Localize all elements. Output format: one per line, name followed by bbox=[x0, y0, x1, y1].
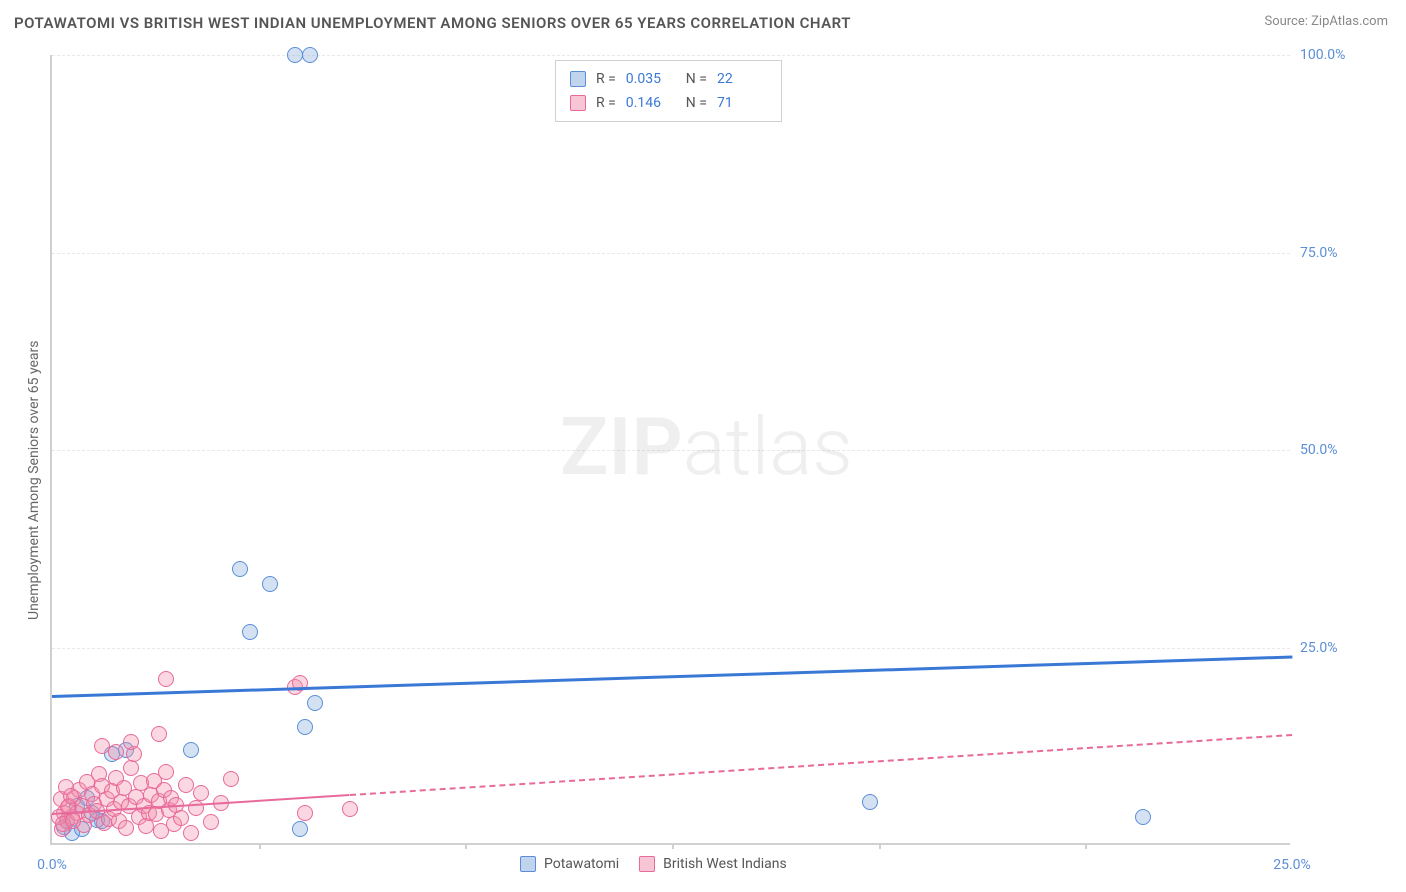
scatter-point bbox=[862, 794, 878, 810]
scatter-point bbox=[63, 788, 79, 804]
legend-swatch bbox=[570, 71, 586, 87]
stats-row: R = 0.035 N = 22 bbox=[570, 67, 767, 91]
scatter-point bbox=[188, 800, 204, 816]
gridline-h bbox=[52, 55, 1290, 56]
scatter-point bbox=[173, 810, 189, 826]
legend-label: British West Indians bbox=[663, 856, 787, 872]
x-minor-tick bbox=[879, 843, 881, 849]
legend-item: Potawatomi bbox=[520, 856, 619, 872]
trend-line bbox=[52, 655, 1292, 697]
scatter-point bbox=[203, 814, 219, 830]
scatter-point bbox=[94, 738, 110, 754]
source-label: Source: ZipAtlas.com bbox=[1264, 14, 1388, 29]
legend-label: Potawatomi bbox=[544, 856, 619, 872]
scatter-point bbox=[65, 813, 81, 829]
stats-legend: R = 0.035 N = 22 R = 0.146 N = 71 bbox=[555, 60, 782, 122]
gridline-h bbox=[52, 450, 1290, 451]
scatter-point bbox=[307, 695, 323, 711]
gridline-h bbox=[52, 648, 1290, 649]
x-tick-label: 0.0% bbox=[37, 857, 67, 873]
scatter-point bbox=[151, 726, 167, 742]
scatter-point bbox=[262, 576, 278, 592]
n-label: N = bbox=[686, 91, 707, 115]
legend-swatch bbox=[520, 856, 536, 872]
r-value: 0.035 bbox=[626, 67, 676, 91]
y-tick-label: 50.0% bbox=[1300, 442, 1355, 458]
scatter-point bbox=[297, 805, 313, 821]
plot-area: 25.0%50.0%75.0%100.0%0.0%25.0% bbox=[50, 55, 1290, 845]
legend-item: British West Indians bbox=[639, 856, 787, 872]
x-minor-tick bbox=[465, 843, 467, 849]
r-label: R = bbox=[596, 91, 616, 115]
scatter-point bbox=[342, 801, 358, 817]
scatter-point bbox=[287, 47, 303, 63]
legend-swatch bbox=[639, 856, 655, 872]
scatter-point bbox=[302, 47, 318, 63]
y-tick-label: 75.0% bbox=[1300, 245, 1355, 261]
scatter-point bbox=[242, 624, 258, 640]
x-minor-tick bbox=[1085, 843, 1087, 849]
scatter-point bbox=[193, 785, 209, 801]
scatter-point bbox=[123, 734, 139, 750]
stats-row: R = 0.146 N = 71 bbox=[570, 91, 767, 115]
scatter-point bbox=[232, 561, 248, 577]
chart-title: POTAWATOMI VS BRITISH WEST INDIAN UNEMPL… bbox=[14, 14, 851, 32]
y-tick-label: 25.0% bbox=[1300, 640, 1355, 656]
scatter-point bbox=[158, 764, 174, 780]
scatter-point bbox=[1135, 809, 1151, 825]
x-minor-tick bbox=[259, 843, 261, 849]
n-value: 71 bbox=[717, 91, 767, 115]
r-value: 0.146 bbox=[626, 91, 676, 115]
scatter-point bbox=[297, 719, 313, 735]
scatter-point bbox=[292, 821, 308, 837]
bottom-legend: Potawatomi British West Indians bbox=[520, 856, 787, 872]
x-tick-label: 25.0% bbox=[1273, 857, 1311, 873]
scatter-point bbox=[183, 825, 199, 841]
y-axis-label: Unemployment Among Seniors over 65 years bbox=[26, 341, 42, 621]
scatter-point bbox=[158, 671, 174, 687]
legend-swatch bbox=[570, 95, 586, 111]
scatter-point bbox=[178, 777, 194, 793]
x-minor-tick bbox=[672, 843, 674, 849]
trend-line bbox=[350, 734, 1293, 796]
n-label: N = bbox=[686, 67, 707, 91]
n-value: 22 bbox=[717, 67, 767, 91]
scatter-point bbox=[108, 744, 124, 760]
r-label: R = bbox=[596, 67, 616, 91]
y-tick-label: 100.0% bbox=[1300, 47, 1355, 63]
scatter-point bbox=[223, 771, 239, 787]
scatter-point bbox=[118, 820, 134, 836]
scatter-point bbox=[183, 742, 199, 758]
gridline-h bbox=[52, 253, 1290, 254]
